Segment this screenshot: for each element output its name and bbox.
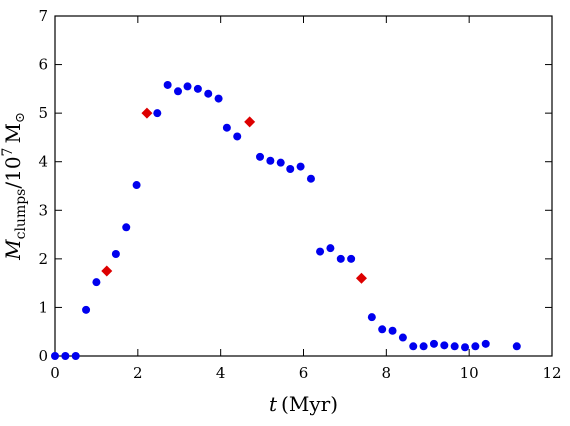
data-point-circle bbox=[451, 342, 459, 350]
y-axis-divider: /10 bbox=[1, 156, 25, 188]
data-point-diamond bbox=[141, 108, 152, 119]
data-point-circle bbox=[256, 153, 264, 161]
x-tick-label: 2 bbox=[133, 364, 143, 382]
y-axis-unit: M bbox=[1, 123, 25, 143]
data-point-circle bbox=[409, 342, 417, 350]
data-point-circle bbox=[82, 306, 90, 314]
data-point-circle bbox=[347, 255, 355, 263]
axis-ticks: 02468101201234567 bbox=[38, 7, 561, 382]
data-point-diamond bbox=[356, 273, 367, 284]
data-point-circle bbox=[266, 157, 274, 165]
data-point-circle bbox=[92, 278, 100, 286]
data-point-circle bbox=[471, 342, 479, 350]
x-axis-unit: (Myr) bbox=[281, 392, 338, 416]
data-point-circle bbox=[72, 352, 80, 360]
data-point-circle bbox=[233, 132, 241, 140]
x-tick-label: 12 bbox=[542, 364, 561, 382]
data-point-circle bbox=[326, 244, 334, 252]
x-tick-label: 10 bbox=[460, 364, 479, 382]
y-tick-label: 4 bbox=[38, 153, 48, 171]
data-point-circle bbox=[286, 165, 294, 173]
data-point-circle bbox=[440, 341, 448, 349]
data-point-diamond bbox=[244, 116, 255, 127]
data-point-circle bbox=[297, 163, 305, 171]
x-tick-label: 0 bbox=[50, 364, 60, 382]
data-point-circle bbox=[112, 250, 120, 258]
y-tick-label: 0 bbox=[38, 347, 48, 365]
data-point-circle bbox=[378, 325, 386, 333]
data-point-circle bbox=[277, 159, 285, 167]
data-point-circle bbox=[389, 327, 397, 335]
data-point-circle bbox=[430, 340, 438, 348]
y-axis-label: Mclumps/107M⊙ bbox=[0, 112, 29, 261]
data-point-circle bbox=[399, 334, 407, 342]
data-point-circle bbox=[513, 342, 521, 350]
data-point-circle bbox=[482, 340, 490, 348]
data-point-circle bbox=[420, 342, 428, 350]
plot-frame bbox=[55, 16, 552, 356]
data-point-circle bbox=[51, 352, 59, 360]
y-tick-label: 7 bbox=[38, 7, 48, 25]
data-point-circle bbox=[133, 181, 141, 189]
data-point-circle bbox=[153, 109, 161, 117]
data-point-circle bbox=[61, 352, 69, 360]
y-tick-label: 6 bbox=[38, 56, 48, 74]
y-axis-subscript: clumps bbox=[13, 189, 29, 240]
data-point-circle bbox=[174, 87, 182, 95]
data-point-circle bbox=[461, 343, 469, 351]
x-tick-label: 4 bbox=[216, 364, 226, 382]
data-point-circle bbox=[184, 82, 192, 90]
x-tick-label: 8 bbox=[382, 364, 392, 382]
data-point-circle bbox=[122, 223, 130, 231]
data-point-circle bbox=[223, 124, 231, 132]
data-point-circle bbox=[316, 248, 324, 256]
data-point-circle bbox=[194, 85, 202, 93]
x-axis-variable: t bbox=[269, 392, 278, 416]
data-point-circle bbox=[337, 255, 345, 263]
y-axis-unit-subscript: ⊙ bbox=[13, 112, 28, 123]
data-point-circle bbox=[307, 175, 315, 183]
data-point-circle bbox=[368, 313, 376, 321]
data-points bbox=[51, 81, 521, 360]
y-tick-label: 3 bbox=[38, 201, 48, 219]
y-axis-variable: M bbox=[1, 239, 25, 261]
x-axis-label: t(Myr) bbox=[269, 392, 338, 416]
y-tick-label: 5 bbox=[38, 104, 48, 122]
data-point-diamond bbox=[101, 266, 112, 277]
x-tick-label: 6 bbox=[299, 364, 309, 382]
data-point-circle bbox=[164, 81, 172, 89]
data-point-circle bbox=[204, 90, 212, 98]
y-axis-exponent: 7 bbox=[0, 148, 16, 157]
y-tick-label: 1 bbox=[38, 298, 48, 316]
y-tick-label: 2 bbox=[38, 250, 48, 268]
data-point-circle bbox=[215, 95, 223, 103]
